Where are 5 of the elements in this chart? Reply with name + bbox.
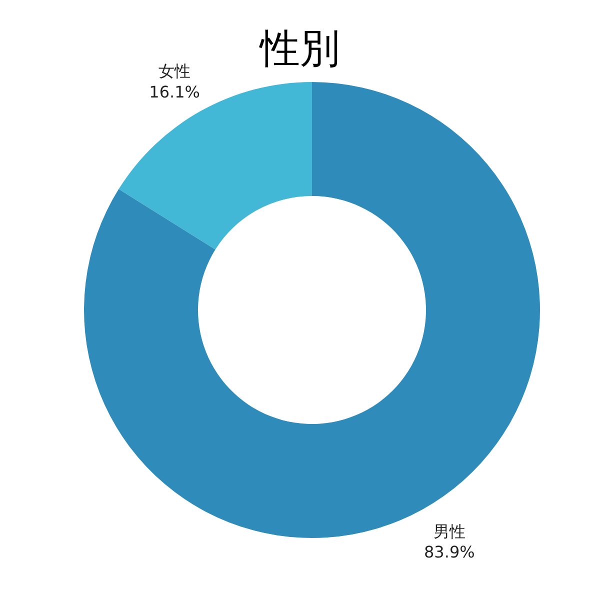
chart-title: 性別	[258, 26, 340, 72]
slice-label: 女性	[158, 62, 191, 81]
data-label: 16.1%	[149, 82, 200, 102]
data-label: 83.9%	[424, 542, 475, 562]
slice-label: 男性	[433, 522, 466, 541]
